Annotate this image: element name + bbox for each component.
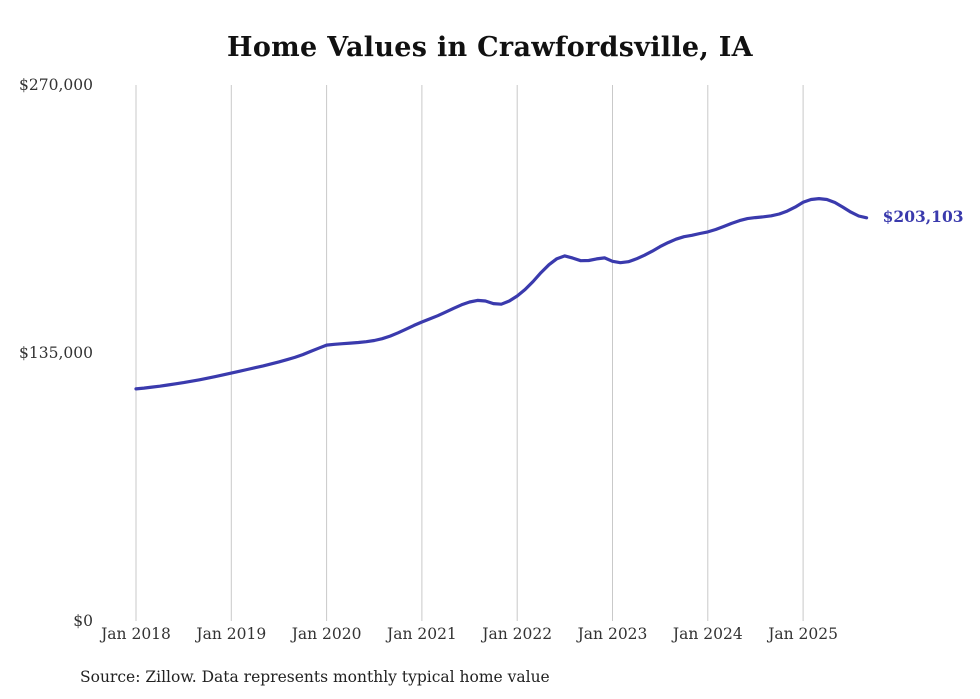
x-tick-label: Jan 2022	[480, 625, 552, 643]
y-tick-label: $135,000	[19, 344, 93, 362]
end-value-label: $203,103	[882, 206, 964, 226]
home-value-line	[134, 197, 869, 391]
x-tick-label: Jan 2018	[99, 625, 171, 643]
chart-title: Home Values in Crawfordsville, IA	[227, 32, 753, 63]
x-tick-label: Jan 2021	[385, 625, 457, 643]
x-tick-label: Jan 2019	[194, 625, 266, 643]
y-tick-label: $0	[73, 612, 93, 630]
y-tick-label: $270,000	[19, 76, 93, 94]
source-note: Source: Zillow. Data represents monthly …	[80, 668, 550, 686]
x-tick-label: Jan 2023	[576, 625, 648, 643]
x-tick-label: Jan 2024	[671, 625, 743, 643]
x-tick-label: Jan 2025	[766, 625, 838, 643]
x-tick-label: Jan 2020	[290, 625, 362, 643]
